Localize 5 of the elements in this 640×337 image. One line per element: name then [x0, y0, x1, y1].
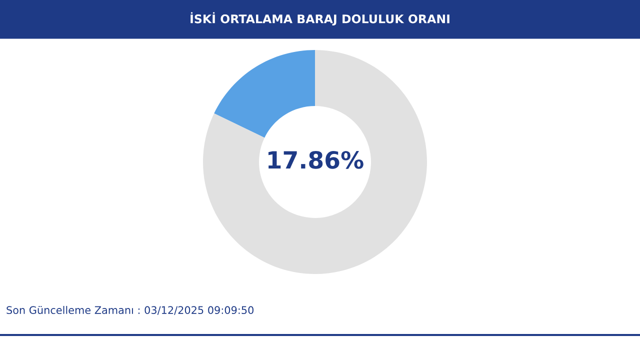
donut-slice	[203, 50, 427, 274]
donut-slice	[214, 50, 315, 138]
text: 17.86%	[268, 150, 364, 169]
chart-title: İSKİ ORTALAMA BARAJ DOLULUK ORANI	[190, 12, 450, 26]
text: Son Güncelleme Zamanı : 03/12/2025 09:09:50	[6, 306, 254, 315]
